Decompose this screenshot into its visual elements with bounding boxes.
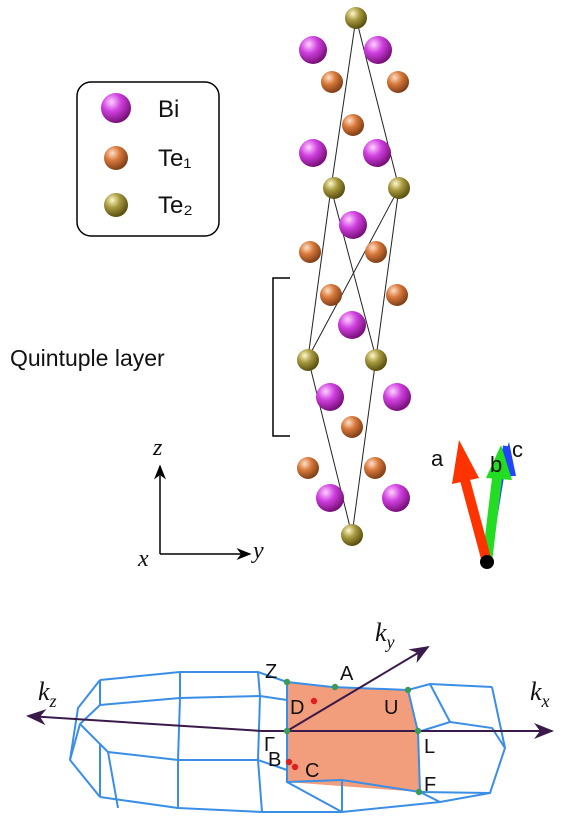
real-space-axes: z y x: [137, 435, 264, 572]
vector-a: [460, 478, 492, 564]
bi-atom: [364, 36, 392, 64]
bz-point-u-marker: [404, 686, 412, 694]
legend-bi-atom: [101, 93, 131, 123]
te2-atom: [297, 349, 319, 371]
bz-point-d-label: D: [290, 697, 304, 719]
bz-point-f-marker: [415, 788, 423, 796]
bi-atom: [382, 484, 410, 512]
te2-atom: [388, 177, 410, 199]
te1-atom: [365, 241, 387, 263]
legend-label-bi: Bi: [158, 96, 179, 123]
kx-label: kx: [530, 677, 550, 711]
te2-atom: [323, 177, 345, 199]
bi-atom: [363, 139, 391, 167]
te1-atom: [387, 71, 409, 93]
bz-point-z-marker: [283, 678, 291, 686]
te2-atom: [365, 349, 387, 371]
bi-atom: [339, 211, 367, 239]
legend-te2-atom: [104, 193, 128, 217]
bz-point-gamma-marker: [283, 727, 291, 735]
legend-label-te2: Te₂: [158, 192, 193, 219]
brillouin-zone: Z A ΓD U L B C F: [26, 645, 554, 813]
vector-label-b: b: [490, 452, 502, 477]
vector-b: [482, 469, 503, 563]
axis-label-y: y: [251, 538, 264, 564]
bi-atom: [299, 139, 327, 167]
te1-atom: [341, 416, 363, 438]
vector-label-a: a: [431, 446, 444, 471]
unit-cell-outline: [307, 17, 400, 536]
bi-atom: [299, 36, 327, 64]
te1-atom: [321, 71, 343, 93]
bi-atom: [316, 383, 344, 411]
vector-label-c: c: [512, 437, 523, 462]
bz-shaded-face: [287, 682, 420, 792]
lattice-vectors: a b c: [431, 437, 523, 569]
axis-label-x: x: [137, 546, 149, 572]
te1-atom: [297, 457, 319, 479]
vector-origin: [480, 555, 494, 569]
bz-point-b-marker: [285, 758, 293, 766]
te1-atom: [320, 284, 342, 306]
bz-point-u-label: U: [384, 697, 398, 719]
legend-te1-atom: [104, 146, 128, 170]
bz-points: Z A ΓD U L B C F: [264, 661, 436, 796]
bz-edges: [68, 671, 507, 813]
bz-point-c-label: C: [305, 760, 319, 782]
te1-atom: [386, 284, 408, 306]
te1-atom: [342, 114, 364, 136]
legend-label-te1: Te₁: [158, 145, 191, 172]
bz-point-c-marker: [291, 763, 299, 771]
quintuple-layer-label: Quintuple layer: [10, 345, 165, 371]
legend: Bi Te₁ Te₂: [76, 81, 220, 237]
te2-atom: [345, 7, 367, 29]
legend-frame: [76, 81, 220, 237]
bz-point-gamma-label: Γ: [264, 734, 275, 756]
kz-label: kz: [38, 677, 57, 711]
bz-point-a-label: A: [340, 663, 354, 685]
bz-point-b-label: B: [268, 749, 281, 771]
bz-point-l-label: L: [424, 736, 435, 758]
bz-point-z-label: Z: [265, 661, 277, 683]
bz-point-l-marker: [414, 727, 422, 735]
ky-label: ky: [375, 618, 395, 652]
bi-atom: [316, 484, 344, 512]
te1-atom: [364, 457, 386, 479]
bz-point-f-label: F: [424, 774, 436, 796]
quintuple-bracket: [272, 277, 290, 437]
atoms: [297, 7, 411, 546]
te1-atom: [299, 241, 321, 263]
bi-atom: [383, 383, 411, 411]
bz-point-a-marker: [331, 683, 339, 691]
bz-point-d-marker: [310, 697, 318, 705]
te2-atom: [341, 524, 363, 546]
bi-atom: [338, 311, 366, 339]
axis-label-z: z: [152, 435, 163, 461]
